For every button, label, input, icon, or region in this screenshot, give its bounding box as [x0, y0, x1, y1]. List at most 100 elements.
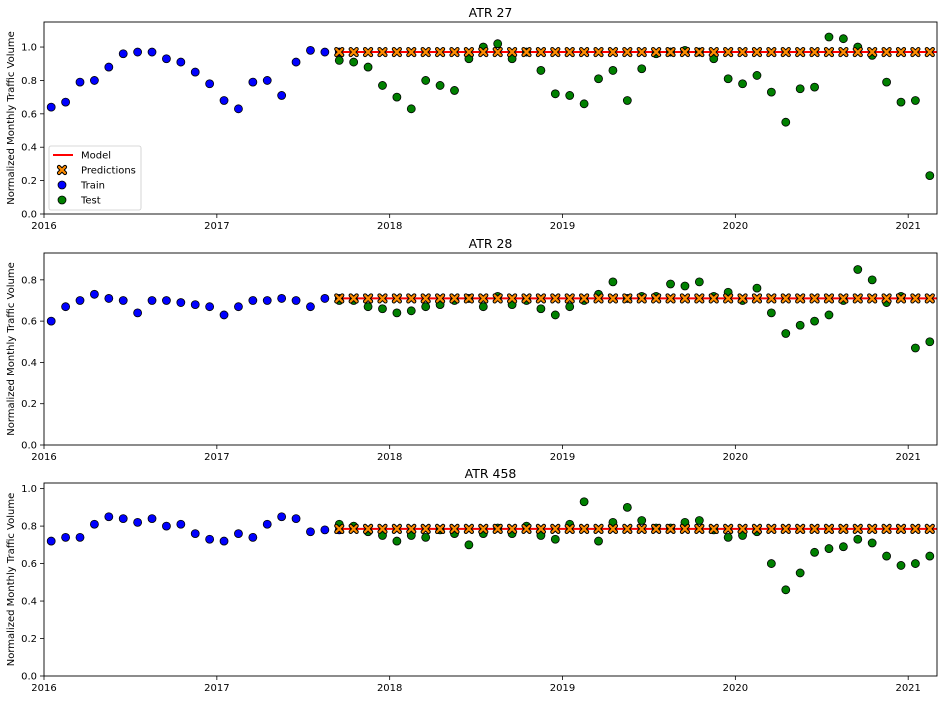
legend-label: Train — [80, 181, 105, 192]
test-point — [781, 117, 791, 127]
train-point — [190, 300, 200, 310]
test-point — [882, 551, 891, 561]
prediction-marker — [594, 294, 603, 303]
train-point — [234, 302, 243, 312]
y-tick-label: 1.0 — [21, 484, 37, 495]
prediction-marker — [767, 47, 776, 57]
test-point — [723, 74, 733, 84]
prediction-marker — [450, 524, 459, 534]
prediction-marker — [378, 524, 387, 534]
prediction-marker — [666, 524, 675, 534]
y-tick-label: 0.4 — [21, 358, 37, 369]
train-point — [147, 514, 157, 524]
train-point — [320, 47, 330, 57]
test-point — [810, 547, 819, 557]
test-point — [910, 559, 920, 568]
train-point — [147, 47, 157, 57]
train-point — [262, 76, 272, 85]
test-point — [824, 544, 834, 553]
prediction-marker — [824, 524, 834, 534]
test-point — [392, 92, 402, 102]
chart-title: ATR 27 — [469, 5, 513, 20]
prediction-marker — [709, 294, 718, 303]
prediction-marker — [335, 294, 344, 303]
train-point — [176, 519, 186, 529]
prediction-marker — [882, 294, 891, 303]
prediction-marker — [911, 524, 920, 534]
train-point — [90, 289, 99, 299]
prediction-marker — [407, 294, 416, 303]
prediction-marker — [522, 524, 531, 534]
chart-title: ATR 28 — [469, 236, 513, 251]
prediction-marker — [810, 47, 819, 57]
prediction-marker — [565, 294, 574, 303]
prediction-marker — [637, 47, 646, 57]
prediction-marker — [724, 47, 733, 57]
train-point — [162, 54, 171, 64]
train-point — [61, 97, 71, 107]
test-point — [450, 86, 459, 95]
prediction-marker — [868, 524, 877, 534]
prediction-marker — [623, 524, 632, 534]
train-point — [61, 302, 71, 312]
prediction-marker — [767, 524, 776, 534]
y-tick-label: 0.6 — [21, 559, 37, 570]
train-point — [61, 532, 71, 542]
prediction-marker — [594, 47, 603, 57]
test-point — [867, 538, 877, 548]
train-point — [190, 529, 200, 538]
train-point — [277, 512, 287, 522]
train-point — [306, 45, 315, 55]
prediction-marker — [781, 524, 790, 534]
test-point — [334, 56, 344, 65]
test-point — [622, 502, 632, 512]
prediction-marker — [752, 524, 762, 534]
prediction-marker — [853, 47, 862, 57]
prediction-marker — [435, 294, 445, 303]
test-point — [464, 540, 474, 550]
y-tick-label: 0.2 — [21, 399, 37, 410]
prediction-marker — [680, 524, 690, 534]
test-point — [810, 82, 819, 92]
x-tick-label: 2019 — [550, 683, 575, 694]
prediction-marker — [479, 47, 488, 57]
prediction-marker — [551, 294, 560, 303]
train-point — [46, 316, 56, 326]
test-point — [853, 265, 863, 274]
train-point — [75, 532, 85, 542]
train-point — [205, 534, 215, 544]
prediction-marker — [796, 47, 805, 57]
legend-test-swatch — [57, 195, 67, 205]
plot-area — [46, 265, 937, 353]
test-point — [637, 64, 647, 74]
prediction-marker — [695, 294, 704, 303]
train-point — [234, 104, 243, 114]
prediction-marker — [810, 524, 819, 534]
prediction-marker — [363, 524, 373, 534]
legend-label: Model — [81, 151, 111, 162]
prediction-marker — [680, 294, 690, 303]
train-point — [320, 294, 330, 303]
y-tick-label: 0.0 — [21, 441, 37, 452]
x-tick-label: 2018 — [377, 683, 402, 694]
prediction-marker — [435, 524, 445, 534]
test-point — [781, 329, 791, 338]
prediction-marker — [349, 294, 358, 303]
legend-predictions-swatch — [57, 165, 67, 175]
y-tick-label: 0.0 — [21, 210, 37, 221]
prediction-marker — [493, 524, 502, 534]
prediction-marker — [335, 524, 344, 534]
test-point — [406, 306, 416, 316]
test-point — [910, 343, 920, 353]
train-point — [248, 77, 258, 87]
train-point — [190, 67, 200, 77]
test-point — [565, 91, 575, 100]
train-point — [262, 519, 272, 529]
prediction-marker — [882, 524, 891, 534]
train-point — [75, 77, 85, 87]
prediction-marker — [652, 294, 661, 303]
train-point — [90, 519, 99, 529]
x-tick-label: 2021 — [895, 452, 920, 463]
prediction-marker — [608, 47, 618, 57]
y-tick-label: 0.6 — [21, 109, 37, 120]
